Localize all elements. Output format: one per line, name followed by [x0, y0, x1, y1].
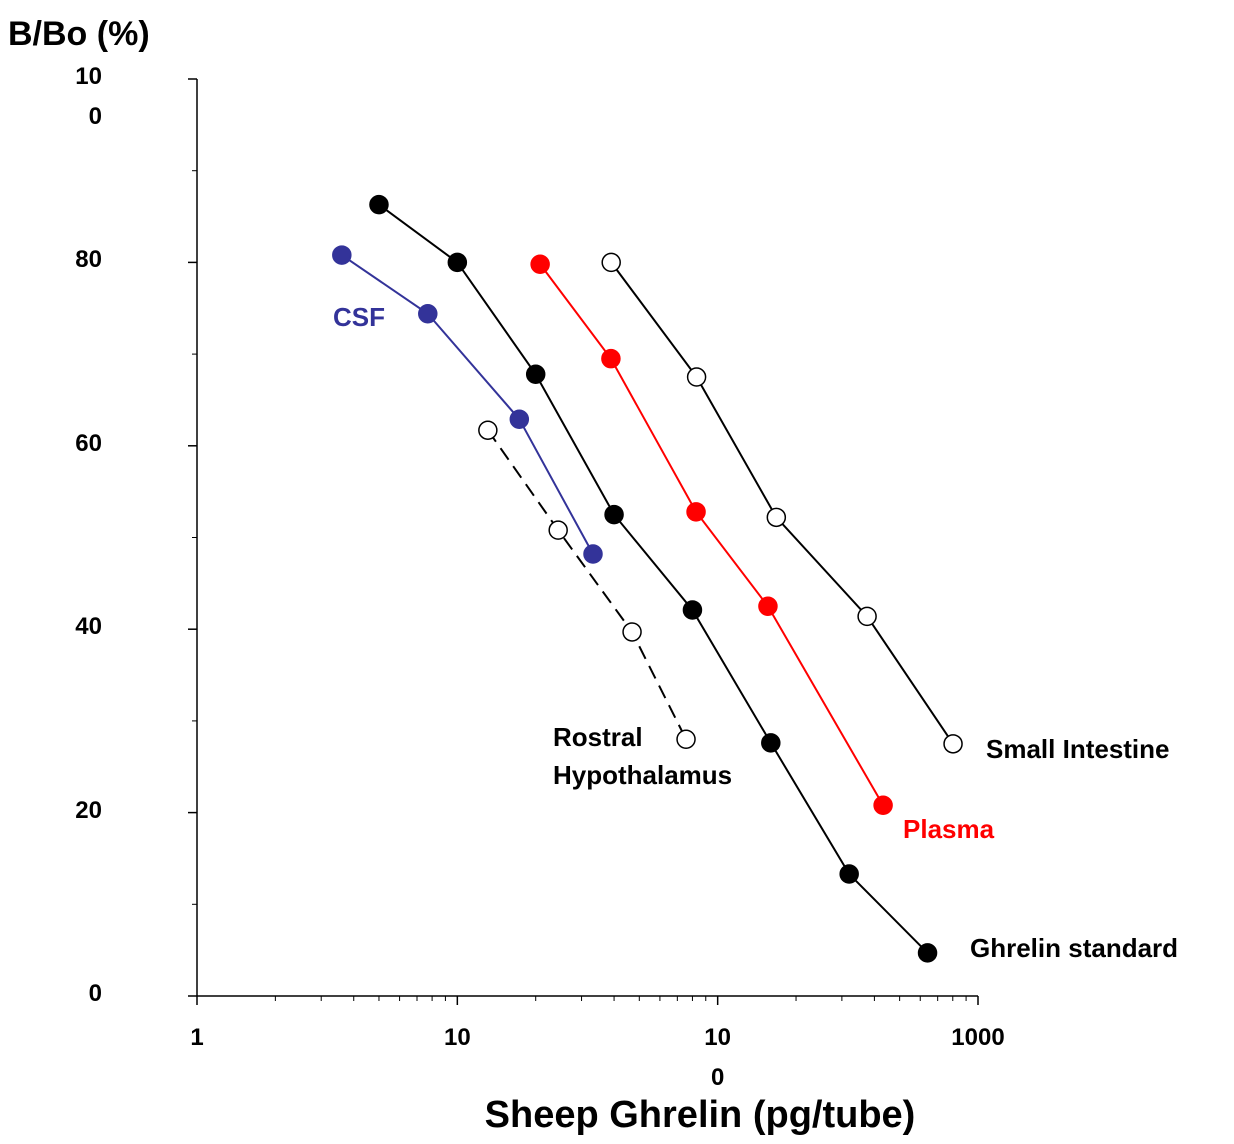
- y-tick-label: 60: [75, 429, 102, 457]
- data-point: [418, 304, 438, 324]
- y-tick-label: 100: [75, 63, 102, 130]
- data-point: [583, 544, 603, 564]
- data-point: [447, 252, 468, 273]
- series-label: Ghrelin standard: [970, 933, 1178, 963]
- data-point: [917, 943, 938, 963]
- data-point: [478, 420, 498, 440]
- data-point: [857, 606, 877, 627]
- data-point: [369, 194, 389, 215]
- data-point: [332, 245, 352, 265]
- data-point: [682, 600, 703, 620]
- data-point: [601, 252, 621, 273]
- series-line: [378, 203, 929, 954]
- y-tick-label: 0: [88, 980, 102, 1007]
- x-axis-label: Sheep Ghrelin (pg/tube): [485, 1094, 916, 1136]
- series-line: [610, 261, 954, 745]
- x-tick-label: 10: [443, 1024, 471, 1051]
- series-label: CSF: [333, 302, 385, 332]
- data-point: [839, 864, 859, 884]
- y-tick-label: 80: [75, 246, 102, 274]
- data-point: [530, 254, 550, 274]
- data-point: [943, 734, 963, 754]
- data-point: [761, 733, 781, 753]
- x-tick-label: 1000: [951, 1024, 1005, 1051]
- data-point: [686, 502, 706, 522]
- y-axis-label: B/Bo (%): [8, 15, 150, 53]
- data-point: [525, 364, 546, 385]
- y-tick-label: 40: [75, 613, 102, 641]
- series-line: [341, 254, 594, 555]
- data-point: [604, 504, 624, 525]
- series-label: Plasma: [903, 814, 995, 844]
- data-point: [873, 795, 893, 816]
- data-point: [509, 409, 530, 429]
- series-line: [487, 429, 687, 740]
- y-tick-label: 20: [75, 796, 102, 824]
- data-point: [622, 622, 642, 642]
- data-point: [758, 596, 778, 617]
- data-point: [676, 729, 696, 749]
- data-point: [548, 520, 568, 540]
- x-tick-label: 100: [704, 1024, 731, 1091]
- data-point: [601, 348, 621, 369]
- series-label: Rostral Hypothalamus: [553, 722, 732, 790]
- data-point: [686, 367, 707, 387]
- series-label: Small Intestine: [986, 734, 1170, 764]
- x-tick-label: 1: [190, 1024, 204, 1051]
- data-point: [766, 507, 787, 528]
